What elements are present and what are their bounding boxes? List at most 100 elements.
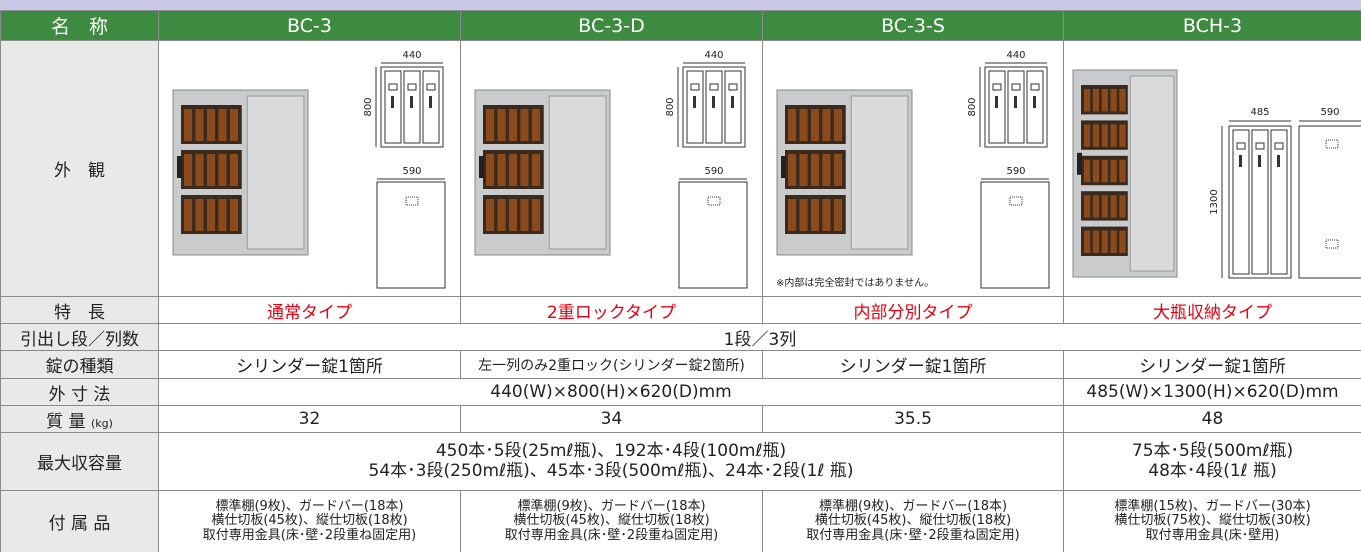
capacity-row: 最大収容量 450本･5段(25mℓ瓶)、192本･4段(100mℓ瓶) 54本･… (0, 432, 1361, 491)
drawer (403, 70, 421, 143)
bottle (810, 153, 820, 186)
lock (1274, 142, 1284, 149)
text-line: 54本･3段(250mℓ瓶)、45本･3段(500mℓ瓶)、24本･2段(1ℓ … (368, 460, 854, 481)
vent (1325, 239, 1339, 248)
text-line: 標準棚(9枚)、ガードバー(18本) (215, 498, 404, 514)
appearance-cell: 485 590 1300 (1063, 40, 1361, 297)
bottle (1092, 123, 1100, 147)
bottle (810, 108, 820, 141)
bottle (195, 153, 204, 186)
label-text: 質 量 (46, 411, 86, 432)
feature: 通常タイプ (158, 296, 461, 324)
bottle (531, 198, 540, 231)
bottle (833, 108, 842, 141)
row-label: 外 寸 法 (0, 378, 159, 406)
header-label: 名 称 (0, 10, 159, 41)
appearance-row: 外 観 440 800 590 440 800 590 440 800 590 ※内部は完全密… (0, 40, 1361, 297)
text-line: 取付専用金具(床･壁用) (1145, 527, 1280, 543)
row-label: 外 観 (0, 40, 159, 297)
row-label: 特 長 (0, 296, 159, 324)
text-line: 48本･4段(1ℓ 瓶) (1148, 460, 1277, 481)
bottle (1101, 159, 1108, 182)
handle (1239, 154, 1242, 167)
handle (693, 95, 696, 108)
handle (712, 95, 715, 108)
accessories: 標準棚(9枚)、ガードバー(18本) 横仕切板(45枚)、縦仕切板(18枚) 取付専… (158, 490, 461, 552)
bottle (508, 198, 518, 231)
drawer (724, 70, 742, 143)
row-label: 最大収容量 (0, 432, 159, 491)
text-line: 取付専用金具(床･壁･2段重ね固定用) (202, 527, 417, 543)
appearance-drawing: 440 800 590 (474, 50, 748, 288)
size-row: 外 寸 法 440(W)×800(H)×620(D)mm 485(W)×1300… (0, 378, 1361, 406)
bottle (799, 198, 808, 231)
handle (781, 155, 786, 178)
mass-row: 質 量 (kg) 32 34 35.5 48 (0, 405, 1361, 433)
row-label: 質 量 (kg) (0, 405, 159, 433)
handle (995, 95, 998, 108)
bottle (1110, 230, 1117, 253)
mass: 48 (1063, 405, 1361, 433)
bottle (218, 198, 227, 231)
text-line: 標準棚(15枚)、ガードバー(30本) (1114, 498, 1311, 514)
handle (410, 95, 413, 108)
lock (992, 83, 1002, 90)
drawer (422, 70, 440, 143)
vent (1325, 139, 1339, 148)
bottle (508, 108, 518, 141)
vent (707, 196, 721, 205)
bottle (1092, 159, 1100, 182)
bottle (1101, 194, 1108, 218)
handle (731, 95, 734, 108)
dimension-label: 440 (704, 50, 723, 61)
front-view (1228, 125, 1292, 278)
bottle (229, 153, 238, 186)
lock (388, 83, 398, 90)
drawer (686, 70, 704, 143)
model-name: BC-3-S (762, 10, 1064, 41)
handle (391, 95, 394, 108)
bottle (822, 153, 831, 186)
bottle (1092, 230, 1100, 253)
vent (1009, 196, 1023, 205)
mass: 32 (158, 405, 461, 433)
bottle (486, 198, 495, 231)
lock-row: 錠の種類 シリンダー錠1箇所 左一列のみ2重ロック(シリンダー錠2箇所) シリン… (0, 350, 1361, 379)
model-name: BCH-3 (1063, 10, 1361, 41)
text-line: 横仕切板(45枚)、縦仕切板(18枚) (814, 513, 1012, 529)
bottle (195, 198, 204, 231)
features-row: 特 長 通常タイプ 2重ロックタイプ 内部分別タイプ 大瓶収納タイプ (0, 296, 1361, 324)
header-row: 名 称 BC-3 BC-3-D BC-3-S BCH-3 (0, 10, 1361, 41)
lock (1255, 142, 1265, 149)
note: ※内部は完全密封ではありません。 (776, 276, 934, 289)
model-name: BC-3 (158, 10, 461, 41)
vent (405, 196, 419, 205)
accessories: 標準棚(15枚)、ガードバー(30本) 横仕切板(75枚)、縦仕切板(30枚) 取付… (1063, 490, 1361, 552)
appearance-drawing: 440 800 590 ※内部は完全密封ではありません。 (776, 50, 1050, 289)
lock (407, 83, 417, 90)
drawers-row: 引出し段／列数 1段／3列 (0, 323, 1361, 351)
lock: シリンダー錠1箇所 (1063, 350, 1361, 379)
text-line: 450本･5段(25mℓ瓶)、192本･4段(100mℓ瓶) (435, 440, 787, 461)
handle (177, 155, 182, 178)
dimension-label: 440 (402, 50, 421, 61)
bottle (1084, 123, 1091, 147)
handle (1277, 154, 1280, 167)
text-line: 取付専用金具(床･壁･2段重ね固定用) (504, 527, 719, 543)
handle (429, 95, 432, 108)
bottle (531, 108, 540, 141)
capacity: 450本･5段(25mℓ瓶)、192本･4段(100mℓ瓶) 54本･3段(250… (158, 432, 1064, 491)
dimension-label: 440 (1006, 50, 1025, 61)
bottle (1110, 194, 1117, 218)
bottle (1110, 159, 1117, 182)
text-line: 標準棚(9枚)、ガードバー(18本) (818, 498, 1008, 514)
appearance-cell: 440 800 590 (460, 40, 763, 297)
bottle (497, 153, 506, 186)
bottle (229, 108, 238, 141)
drawer (988, 70, 1006, 143)
lock: シリンダー錠1箇所 (158, 350, 461, 379)
lock (426, 83, 436, 90)
bottle (1092, 88, 1100, 111)
mass: 34 (460, 405, 763, 433)
